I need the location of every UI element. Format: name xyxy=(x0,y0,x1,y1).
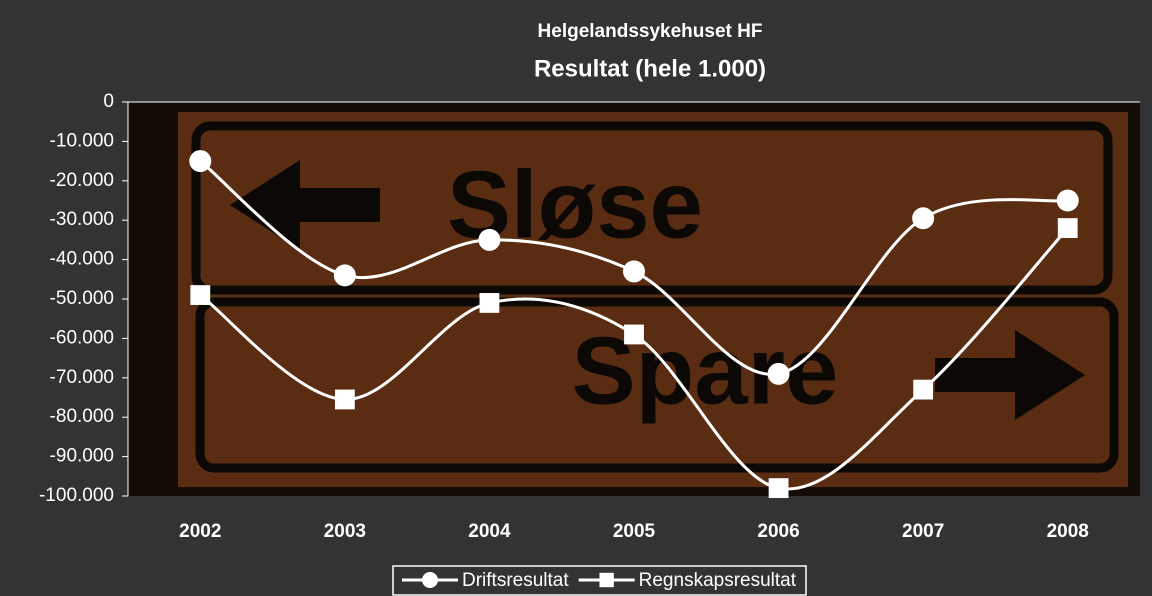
x-tick-label: 2005 xyxy=(613,521,656,542)
marker xyxy=(1056,189,1079,212)
legend-label: Driftsresultat xyxy=(462,570,569,591)
y-tick-label: -80.000 xyxy=(50,406,114,427)
marker xyxy=(479,293,500,313)
sign-text: Spare xyxy=(572,317,839,424)
y-tick-label: -60.000 xyxy=(50,327,114,348)
plot-background xyxy=(128,102,1140,496)
y-tick-label: -50.000 xyxy=(50,288,114,309)
marker xyxy=(334,389,355,410)
marker xyxy=(189,150,212,173)
x-tick-label: 2006 xyxy=(757,521,799,542)
y-tick-label: -30.000 xyxy=(50,209,114,230)
x-tick-label: 2004 xyxy=(468,521,511,542)
x-tick-label: 2002 xyxy=(179,521,221,542)
marker xyxy=(912,207,935,230)
marker xyxy=(190,285,211,305)
y-tick-label: -70.000 xyxy=(50,367,114,388)
marker xyxy=(1057,218,1078,238)
marker xyxy=(623,260,645,283)
y-tick-label: -10.000 xyxy=(50,130,114,151)
marker xyxy=(913,379,934,400)
marker xyxy=(624,324,644,345)
y-tick-label: -90.000 xyxy=(50,446,114,467)
marker xyxy=(599,572,614,588)
x-tick-label: 2008 xyxy=(1047,521,1089,542)
x-tick-label: 2007 xyxy=(902,521,944,542)
y-tick-label: -40.000 xyxy=(50,249,114,270)
marker xyxy=(767,362,790,385)
marker xyxy=(333,264,356,287)
x-tick-label: 2003 xyxy=(324,521,366,542)
y-tick-label: 0 xyxy=(103,91,114,112)
legend-label: Regnskapsresultat xyxy=(639,570,797,591)
chart-title: Helgelandssykehuset HF xyxy=(538,21,763,42)
legend: Driftsresultat Regnskapsresultat xyxy=(392,565,807,596)
y-tick-label: -20.000 xyxy=(50,170,114,191)
marker xyxy=(478,228,501,251)
marker xyxy=(768,478,789,499)
chart-subtitle: Resultat (hele 1.000) xyxy=(534,55,766,82)
marker xyxy=(422,572,438,588)
y-tick-label: -100.000 xyxy=(39,485,114,506)
